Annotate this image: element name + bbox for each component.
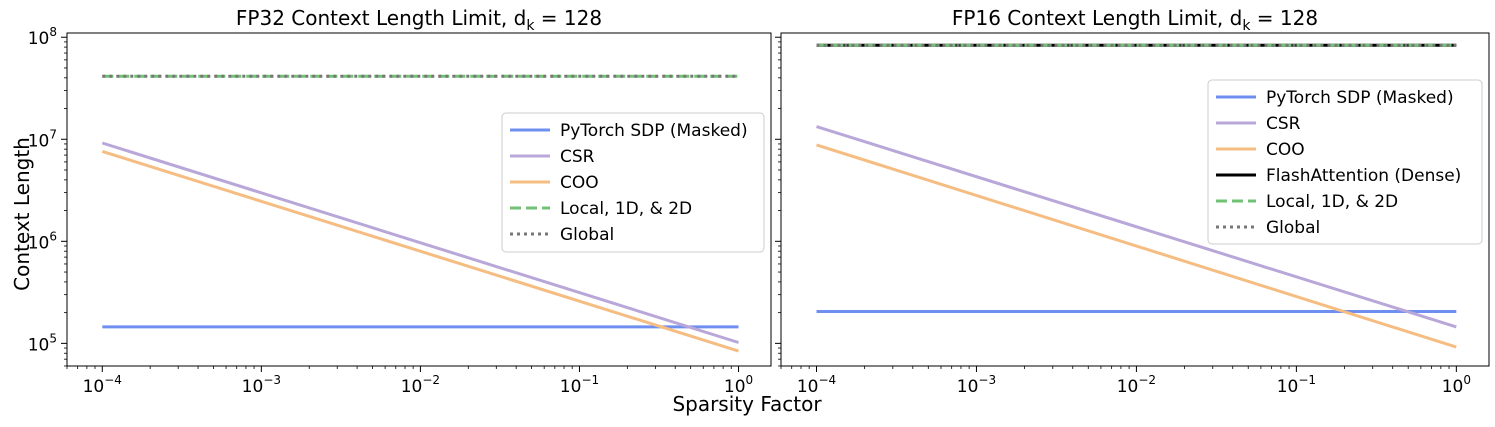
plot-frame: [66, 32, 772, 367]
x-axis-label: Sparsity Factor: [672, 392, 822, 416]
chart-title: FP32 Context Length Limit, dk = 128: [236, 6, 602, 34]
legend-label: COO: [560, 173, 599, 193]
x-tick-label: 100: [1442, 373, 1471, 397]
legend-label: FlashAttention (Dense): [1266, 166, 1461, 186]
legend-label: Local, 1D, & 2D: [560, 199, 692, 219]
legend-label: Global: [1266, 218, 1320, 238]
legend: PyTorch SDP (Masked) CSR COO FlashAttention…: [1207, 79, 1483, 245]
x-tick-label: 10−2: [1117, 373, 1156, 397]
legend-label: CSR: [1266, 114, 1301, 134]
y-axis-label: Context Length: [10, 137, 34, 291]
x-tick-label: 100: [724, 373, 753, 397]
x-tick-label: 10−4: [83, 373, 122, 397]
x-tick-label: 10−1: [1277, 373, 1316, 397]
x-tick-label: 10−3: [242, 373, 281, 397]
series-line-csr: [816, 125, 1457, 329]
chart-title: FP16 Context Length Limit, dk = 128: [952, 6, 1318, 34]
y-tick-label: 108: [28, 25, 57, 49]
fp32-chart-panel: FP32 Context Length Limit, dk = 128 10−4 1…: [28, 6, 772, 397]
fp16-chart-panel: FP16 Context Length Limit, dk = 128 10−4 1…: [775, 6, 1490, 397]
legend-label: Global: [560, 225, 614, 245]
y-tick-label: 105: [28, 331, 57, 355]
y-tick-label: 106: [28, 229, 57, 253]
x-tick-label: 10−1: [560, 373, 599, 397]
series-line-coo: [101, 149, 739, 353]
legend-label: PyTorch SDP (Masked): [560, 121, 748, 141]
x-tick-label: 10−3: [957, 373, 996, 397]
legend-label: PyTorch SDP (Masked): [1266, 88, 1454, 108]
series-line-coo: [816, 143, 1457, 349]
legend: PyTorch SDP (Masked) CSR COO Local, 1D, & 2…: [501, 112, 765, 253]
x-tick-label: 10−4: [797, 373, 836, 397]
x-tick-label: 10−2: [401, 373, 440, 397]
series-line-csr: [101, 141, 739, 344]
legend-label: COO: [1266, 140, 1305, 160]
legend-label: Local, 1D, & 2D: [1266, 192, 1398, 212]
y-tick-label: 107: [28, 127, 57, 151]
legend-label: CSR: [560, 147, 595, 167]
plot-frame: [780, 32, 1490, 367]
